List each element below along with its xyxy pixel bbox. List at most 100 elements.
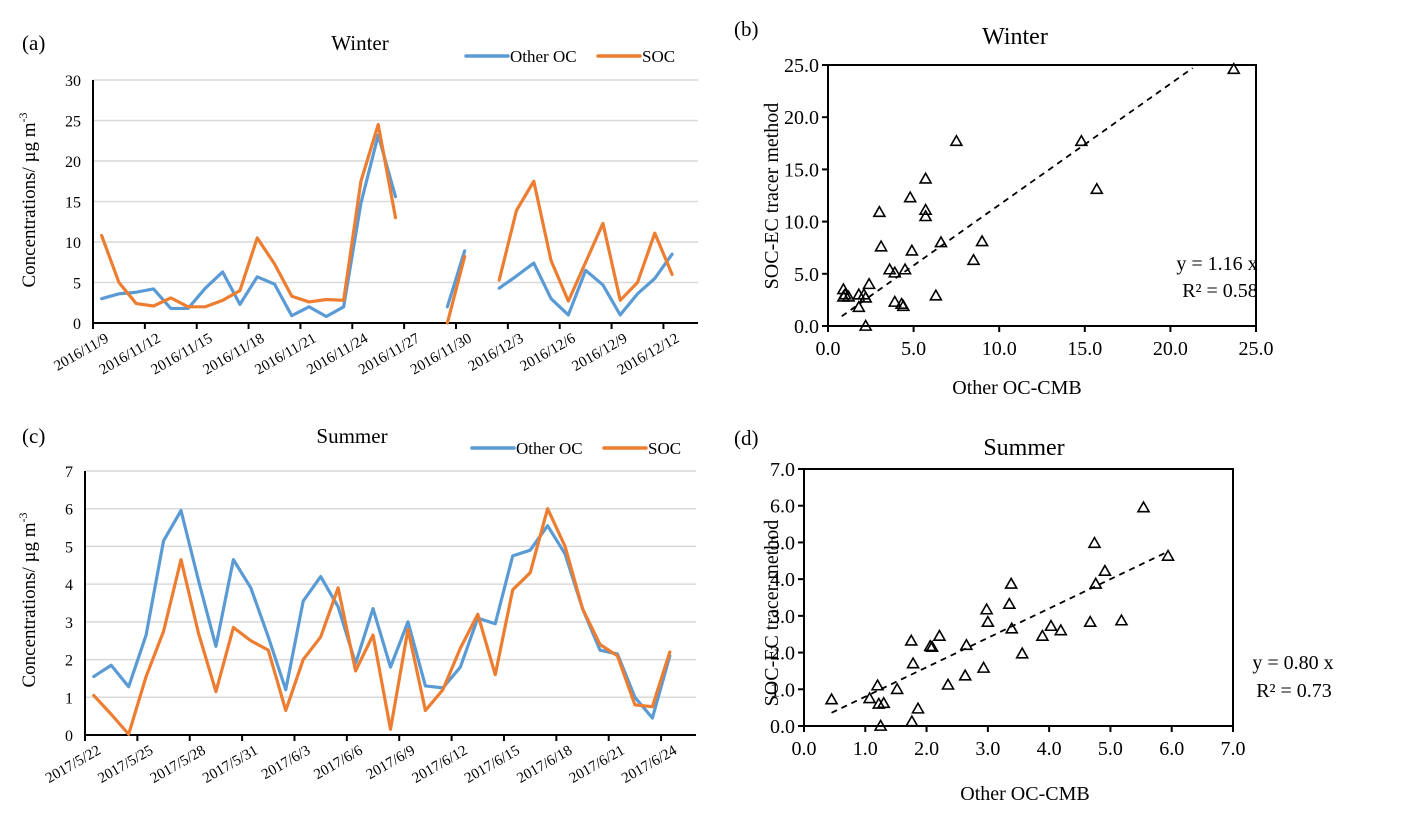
chart-d-data-point (980, 614, 995, 628)
chart-b-ytick-label: 25.0 (784, 55, 819, 77)
chart-d-data-point (959, 638, 974, 651)
chart-c-xtick-label: 2017/6/3 (259, 743, 313, 784)
chart-a-ylabel: Concentrations/ µg m-3 (16, 112, 40, 287)
chart-c-xtick-label: 2017/6/21 (567, 743, 628, 787)
chart-c-ytick-label: 7 (65, 464, 73, 481)
legend-a-soc-label: SOC (642, 47, 675, 66)
chart-b-data-point (841, 289, 856, 302)
chart-b-data-point (928, 288, 943, 301)
chart-a-series-other-oc-line (497, 252, 674, 317)
chart-a-ytick-label: 15 (65, 195, 81, 212)
chart-c-xtick-label: 2017/5/28 (148, 743, 209, 787)
chart-b-ytick-label: 0.0 (794, 316, 819, 338)
chart-d-ytick-label: 7.0 (770, 459, 795, 481)
chart-b-title: Winter (982, 24, 1048, 50)
chart-a-ytick-label: 10 (65, 235, 81, 252)
chart-d-xtick-label: 1.0 (853, 738, 878, 760)
chart-d-data-point (958, 668, 973, 681)
chart-a-ylabel-main: Concentrations/ µg m (19, 122, 40, 287)
chart-d-ytick-label: 3.0 (770, 606, 795, 628)
chart-d-data-point (824, 692, 839, 705)
chart-d-data-point (906, 656, 920, 669)
chart-d-ytick-label: 1.0 (770, 679, 795, 701)
chart-a-ytick-label: 30 (65, 73, 81, 90)
chart-c-ytick-label: 5 (65, 539, 73, 556)
chart-d-data-point (1044, 619, 1058, 632)
chart-b-data-point (851, 300, 866, 313)
chart-d-data-point (890, 682, 905, 695)
chart-d-data-point (925, 639, 939, 652)
chart-a-series-other-oc-line (445, 249, 467, 309)
chart-c-ylabel: Concentrations/ µg m-3 (16, 512, 40, 687)
chart-d-data-point (1053, 623, 1068, 636)
chart-d-data-point (941, 677, 955, 690)
chart-c-xtick-label: 2017/6/18 (514, 743, 575, 787)
panel-label-a: (a) (22, 31, 45, 55)
chart-d-xtick-label: 7.0 (1221, 738, 1246, 760)
chart-c-xtick-label: 2017/6/15 (462, 743, 523, 787)
chart-d-data-point (1035, 628, 1050, 641)
chart-d-data-point (904, 633, 919, 646)
chart-a-title: Winter (331, 31, 388, 55)
chart-b-data-point (858, 318, 873, 331)
chart-b-xtick-label: 15.0 (1067, 338, 1102, 360)
chart-d-ytick-label: 4.0 (770, 569, 795, 591)
chart-d-data-point (1004, 576, 1019, 589)
chart-d-data-point (932, 628, 947, 641)
chart-a-series-soc-line (100, 122, 398, 309)
chart-d-data-point (1136, 500, 1151, 513)
chart-d-xtick-label: 2.0 (914, 738, 939, 760)
chart-b-xtick-label: 25.0 (1239, 338, 1274, 360)
chart-a-ytick-label: 20 (65, 154, 81, 171)
chart-a-ytick-label: 25 (65, 114, 81, 131)
chart-d-data-point (1088, 576, 1103, 589)
chart-d-ytick-label: 2.0 (770, 643, 795, 665)
chart-b-data-point (1074, 134, 1089, 147)
chart-d-data-point (1114, 613, 1129, 626)
chart-d-data-point (979, 602, 994, 615)
chart-b-data-point (862, 277, 876, 290)
legend-a-other-oc-label: Other OC (510, 47, 577, 66)
chart-b-ytick-label: 5.0 (794, 264, 819, 286)
chart-d-xtick-label: 0.0 (792, 738, 817, 760)
chart-a-series-soc-line (497, 179, 674, 303)
chart-d-xtick-label: 6.0 (1159, 738, 1184, 760)
chart-c-xtick-label: 2017/6/12 (410, 743, 471, 787)
chart-b-xtick-label: 10.0 (982, 338, 1017, 360)
panel-label-b: (b) (734, 17, 759, 41)
chart-c-xtick-label: 2017/5/25 (95, 743, 156, 787)
chart-a-ylabel-sup: -3 (16, 112, 30, 122)
chart-d-data-point (1161, 548, 1175, 561)
chart-c-xtick-label: 2017/6/6 (311, 742, 366, 783)
chart-d-fit-equation: y = 0.80 x (1252, 652, 1333, 674)
chart-d-data-point (1098, 563, 1112, 576)
chart-d-data-point (976, 660, 991, 673)
chart-b-data-point (1226, 62, 1241, 75)
legend-c-soc-label: SOC (648, 439, 681, 458)
chart-b-data-point (918, 209, 933, 222)
chart-b-xtick-label: 5.0 (901, 338, 926, 360)
chart-b-data-point (903, 190, 918, 203)
chart-b-data-point (882, 262, 897, 275)
chart-a-series-other-oc-line (100, 133, 398, 319)
panel-label-d: (d) (734, 426, 759, 450)
chart-c-ytick-label: 0 (65, 728, 73, 745)
chart-c-xtick-label: 2017/6/9 (364, 743, 418, 784)
chart-d-fit-r2: R² = 0.73 (1256, 680, 1332, 702)
chart-c-title: Summer (316, 424, 387, 448)
chart-d-ytick-label: 0.0 (770, 716, 795, 738)
chart-b-data-point (1089, 182, 1104, 195)
chart-d-data-point (904, 714, 919, 727)
chart-d-xtick-label: 5.0 (1098, 738, 1123, 760)
chart-b-data-point (934, 235, 948, 248)
chart-b-data-point (898, 262, 912, 275)
chart-d-plot-frame (803, 468, 1234, 727)
chart-d-xtick-label: 3.0 (975, 738, 1000, 760)
chart-c-ytick-label: 1 (65, 690, 73, 707)
chart-d-data-point (1087, 536, 1102, 549)
chart-a-xtick-label: 2016/12/3 (466, 331, 527, 375)
chart-d-data-point (1015, 646, 1030, 659)
chart-b-data-point (887, 294, 902, 307)
chart-d-data-point (911, 701, 925, 714)
